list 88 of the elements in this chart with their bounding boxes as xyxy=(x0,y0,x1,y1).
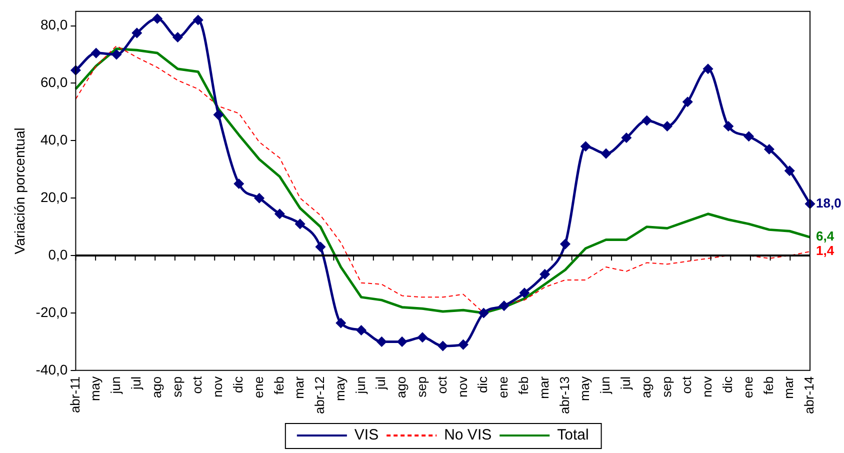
x-tick-label: abr-14 xyxy=(802,376,817,414)
point xyxy=(214,110,224,120)
x-tick-label: ago xyxy=(394,376,409,398)
point xyxy=(336,318,346,328)
x-tick-label: jul xyxy=(618,376,634,390)
legend-label: Total xyxy=(557,426,589,444)
y-tick-label: -20,0 xyxy=(36,304,68,320)
y-tick-label: 40,0 xyxy=(40,132,68,148)
y-axis-title: Variación porcentual xyxy=(11,128,28,254)
point xyxy=(316,242,326,252)
y-tick-label: 60,0 xyxy=(40,74,68,90)
point xyxy=(560,239,570,249)
point xyxy=(70,66,80,76)
legend-label: VIS xyxy=(354,426,379,444)
x-tick-label: nov xyxy=(454,376,470,398)
point xyxy=(254,193,264,203)
point xyxy=(622,133,632,143)
legend-label: No VIS xyxy=(444,426,492,444)
point xyxy=(540,269,550,279)
x-tick-label: jun xyxy=(108,376,124,395)
x-tick-label: mar xyxy=(536,376,552,399)
point xyxy=(601,148,611,158)
x-tick-label: may xyxy=(577,376,592,401)
x-tick-label: ago xyxy=(638,376,654,398)
x-tick-label: ene xyxy=(740,376,756,398)
point xyxy=(805,199,815,209)
point xyxy=(295,219,305,229)
point xyxy=(703,64,713,74)
data-label: 6,4 xyxy=(816,228,835,244)
x-tick-label: feb xyxy=(271,376,286,394)
x-tick-label: dic xyxy=(720,376,735,394)
x-tick-label: mar xyxy=(781,376,796,399)
x-tick-label: ago xyxy=(148,376,164,398)
point xyxy=(764,144,774,154)
x-tick-label: oct xyxy=(679,376,694,394)
data-label: 1,4 xyxy=(816,243,835,258)
point xyxy=(274,209,284,219)
point xyxy=(520,288,530,298)
x-tick-label: feb xyxy=(516,376,532,394)
point xyxy=(724,122,734,132)
point xyxy=(234,178,244,188)
x-tick-label: jun xyxy=(598,376,613,395)
x-tick-label: may xyxy=(88,376,103,401)
point xyxy=(682,97,692,107)
y-tick-label: 80,0 xyxy=(40,16,68,33)
x-tick-label: nov xyxy=(210,376,226,398)
x-tick-label: abr-12 xyxy=(312,376,328,414)
point xyxy=(112,50,122,60)
x-tick-label: sep xyxy=(169,376,184,398)
x-tick-label: nov xyxy=(700,376,715,398)
point xyxy=(642,116,652,126)
point xyxy=(132,28,142,38)
x-tick-label: sep xyxy=(658,376,674,398)
x-tick-label: may xyxy=(332,376,348,401)
x-tick-label: dic xyxy=(475,376,490,394)
x-tick-label: oct xyxy=(190,376,205,394)
x-tick-label: ene xyxy=(496,376,511,398)
x-tick-label: abr-13 xyxy=(556,376,572,414)
point xyxy=(580,142,590,152)
point xyxy=(152,14,162,24)
x-tick-label: jul xyxy=(373,376,388,390)
point xyxy=(91,48,101,58)
y-tick-label: 0,0 xyxy=(48,246,68,262)
x-tick-label: dic xyxy=(230,376,246,394)
x-tick-label: feb xyxy=(760,376,776,394)
point xyxy=(376,336,386,346)
point xyxy=(784,166,794,176)
point xyxy=(499,301,509,311)
point xyxy=(744,132,754,142)
x-tick-label: mar xyxy=(292,376,307,399)
x-tick-label: oct xyxy=(434,376,450,394)
point xyxy=(478,308,488,318)
x-tick-label: ene xyxy=(250,376,266,398)
x-tick-label: jun xyxy=(352,376,368,395)
point xyxy=(438,341,448,351)
data-label: 18,0 xyxy=(816,195,842,210)
point xyxy=(418,332,428,342)
x-tick-label: jul xyxy=(128,376,144,390)
point xyxy=(662,122,672,132)
point xyxy=(356,325,366,335)
x-tick-label: abr-11 xyxy=(67,376,82,414)
x-tick-label: sep xyxy=(414,376,430,398)
y-tick-label: 20,0 xyxy=(40,188,68,205)
point xyxy=(193,15,203,25)
point xyxy=(172,32,182,42)
point xyxy=(458,340,468,350)
y-tick-label: -40,0 xyxy=(36,361,68,378)
point xyxy=(397,336,407,346)
